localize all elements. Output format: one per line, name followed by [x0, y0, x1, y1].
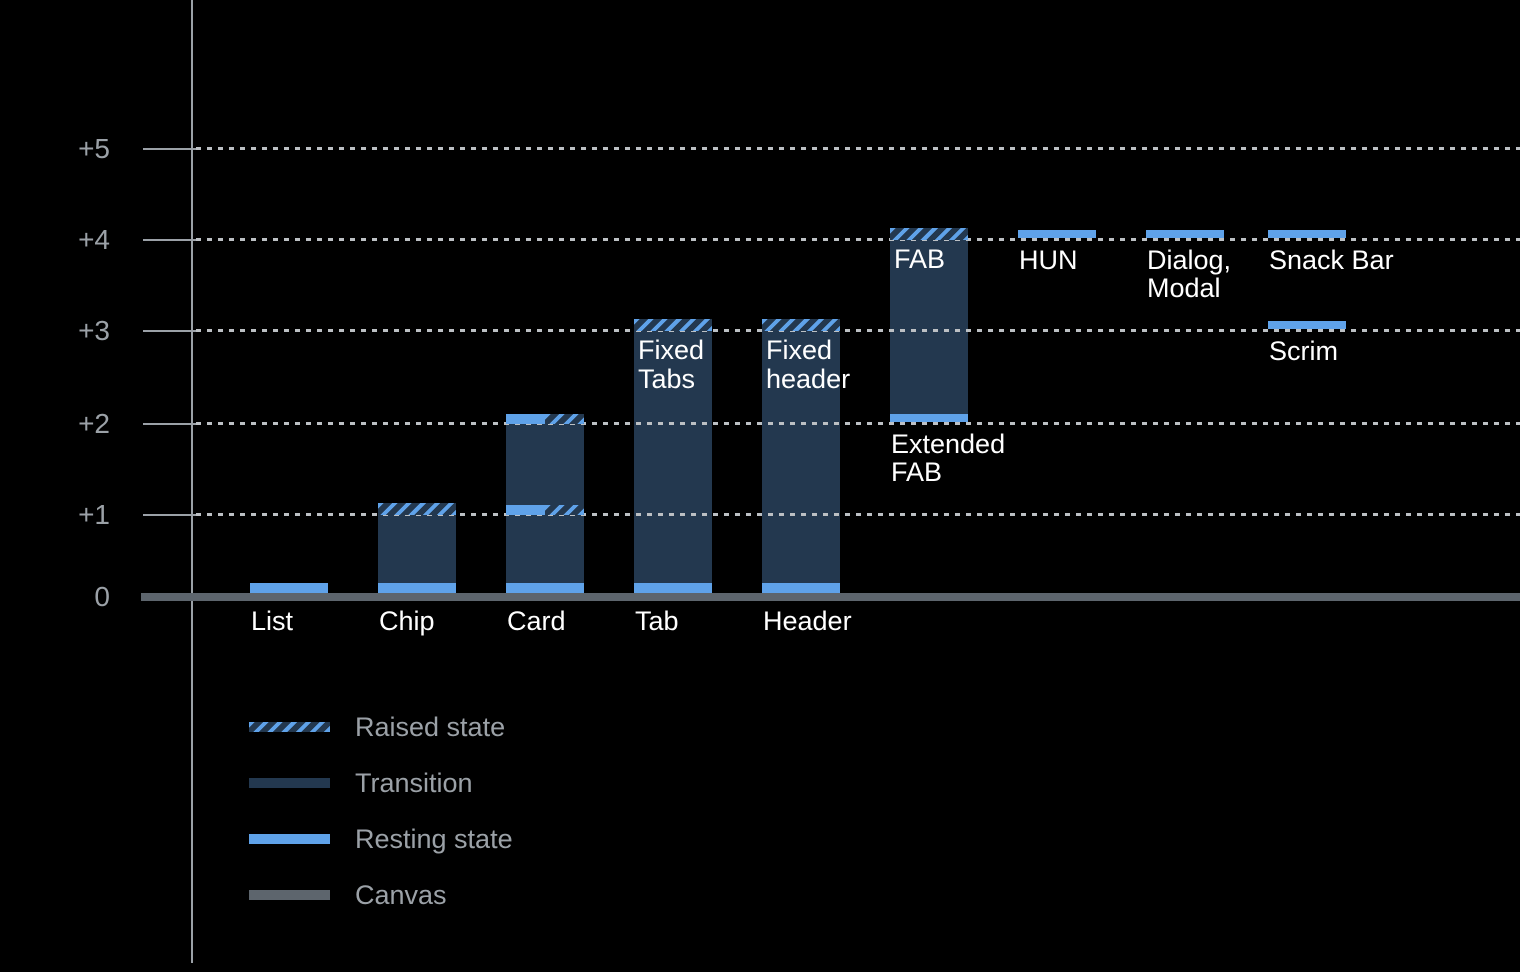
bar-tab-resting: [634, 583, 712, 593]
bar-label-header: Header: [763, 606, 852, 636]
legend-row-transition: Transition: [249, 769, 473, 797]
legend-row-resting: Resting state: [249, 825, 513, 853]
bar-extended-fab-raised: [890, 228, 968, 240]
bar-card-transition: [506, 424, 584, 583]
legend-label-canvas: Canvas: [355, 880, 447, 910]
legend-row-canvas: Canvas: [249, 881, 447, 909]
bar-inside-label-extended-fab: FAB: [894, 244, 946, 274]
bar-label-tab: Tab: [635, 606, 679, 636]
canvas-baseline: [141, 593, 1520, 601]
y-axis-label: +3: [78, 315, 110, 346]
bar-inside-label-tab: Fixed Tabs: [638, 335, 705, 394]
gridline-level-4: [196, 238, 1520, 241]
bar-header-raised: [762, 319, 840, 331]
bar-list-resting: [250, 583, 328, 593]
bar-label-card: Card: [507, 606, 566, 636]
y-axis-tick: [143, 148, 197, 150]
y-axis-label: +1: [78, 499, 110, 530]
bar-card-resting: [506, 583, 584, 593]
bar-below-label-scrim: Scrim: [1269, 336, 1338, 366]
y-axis-line: [191, 0, 193, 963]
bar-chip-raised: [378, 503, 456, 515]
y-axis-tick: [143, 423, 197, 425]
bar-label-chip: Chip: [379, 606, 435, 636]
bar-below-label-extended-fab: Extended FAB: [891, 429, 1006, 487]
y-axis-tick: [143, 330, 197, 332]
bar-card-resting-raised: [506, 505, 584, 515]
legend-swatch-raised: [249, 722, 330, 732]
bar-inside-label-header: Fixed header: [766, 335, 851, 394]
gridline-level-2: [196, 422, 1520, 425]
bar-below-label-hun: HUN: [1019, 245, 1078, 275]
bar-snack-bar-resting: [1268, 230, 1346, 238]
legend-swatch-resting: [249, 834, 330, 844]
y-axis-label: 0: [94, 581, 110, 612]
bar-label-list: List: [251, 606, 294, 636]
legend-label-raised: Raised state: [355, 712, 506, 742]
y-axis-label: +4: [78, 224, 110, 255]
raised-half: [545, 505, 584, 515]
bar-below-label-snack-bar: Snack Bar: [1269, 245, 1394, 275]
gridline-level-3: [196, 329, 1520, 332]
bar-hun-resting: [1018, 230, 1096, 238]
raised-half: [545, 414, 584, 424]
bar-chip-transition: [378, 515, 456, 583]
bar-tab-raised: [634, 319, 712, 331]
y-axis-label: +5: [78, 133, 110, 164]
bar-dialog-modal-resting: [1146, 230, 1224, 238]
resting-half: [506, 414, 545, 424]
legend-swatch-canvas: [249, 890, 330, 900]
bar-card-resting-raised: [506, 414, 584, 424]
resting-half: [506, 505, 545, 515]
bar-tab-transition: [634, 331, 712, 583]
gridline-level-5: [196, 147, 1520, 150]
legend-swatch-transition: [249, 778, 330, 788]
y-axis-tick: [143, 239, 197, 241]
gridline-level-1: [196, 513, 1520, 516]
legend-row-raised: Raised state: [249, 713, 505, 741]
y-axis-tick: [143, 514, 197, 516]
bar-scrim-resting: [1268, 321, 1346, 329]
bar-header-transition: [762, 331, 840, 583]
bar-below-label-dialog-modal: Dialog, Modal: [1147, 245, 1232, 303]
bar-header-resting: [762, 583, 840, 593]
bar-chip-resting: [378, 583, 456, 593]
legend-label-transition: Transition: [355, 768, 473, 798]
legend-label-resting: Resting state: [355, 824, 513, 854]
bar-extended-fab-resting: [890, 414, 968, 422]
y-axis-label: +2: [78, 408, 110, 439]
